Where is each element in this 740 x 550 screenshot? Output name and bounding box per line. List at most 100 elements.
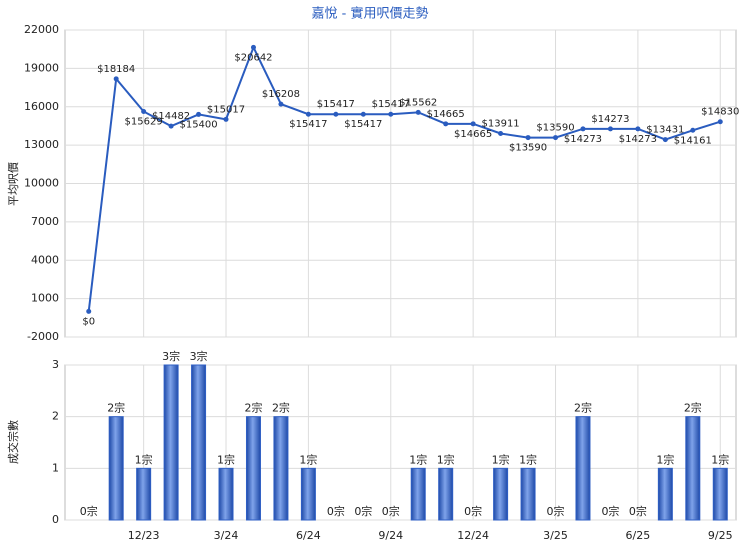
point <box>717 119 723 125</box>
bar <box>657 467 673 521</box>
data-label: 0宗 <box>601 504 619 518</box>
data-label: 1宗 <box>437 452 455 466</box>
data-label: 0宗 <box>80 504 98 518</box>
data-label: 2宗 <box>107 401 125 415</box>
y-axis-title: 成交宗數 <box>6 420 20 464</box>
x-tick-label: 3/25 <box>543 529 568 542</box>
point <box>196 111 202 117</box>
data-label: $20642 <box>234 52 272 63</box>
data-label: 1宗 <box>135 452 153 466</box>
x-tick-label: 9/25 <box>708 529 733 542</box>
data-label: $13911 <box>482 118 520 129</box>
bar <box>108 416 124 521</box>
data-label: $15629 <box>125 116 163 127</box>
y-tick-label: 13000 <box>24 138 59 151</box>
data-label: 0宗 <box>327 504 345 518</box>
x-tick-label: 9/24 <box>378 529 403 542</box>
bar <box>300 467 316 521</box>
bar <box>163 364 179 521</box>
bar <box>136 467 152 521</box>
point <box>223 116 229 122</box>
line <box>87 44 721 312</box>
bar <box>410 467 426 521</box>
y-axis-title: 平均呎價 <box>6 162 20 206</box>
bar <box>245 416 261 521</box>
data-label: $14482 <box>152 111 190 122</box>
data-label: $13431 <box>646 125 684 136</box>
data-label: $14665 <box>454 129 492 140</box>
x-tick-label: 12/23 <box>128 529 160 542</box>
bar <box>575 416 591 521</box>
data-label: $15562 <box>399 97 437 108</box>
point <box>498 130 504 136</box>
data-label: 2宗 <box>272 401 290 415</box>
data-label: $18184 <box>97 64 135 75</box>
bar <box>685 416 701 521</box>
data-label: 1宗 <box>656 452 674 466</box>
point <box>690 127 696 133</box>
point <box>388 111 394 117</box>
x-tick-label: 6/25 <box>626 529 651 542</box>
data-label: 0宗 <box>547 504 565 518</box>
point <box>607 126 613 132</box>
data-label: $14273 <box>619 134 657 145</box>
data-label: 1宗 <box>409 452 427 466</box>
data-label: 1宗 <box>299 452 317 466</box>
data-label: 0宗 <box>354 504 372 518</box>
point <box>470 121 476 127</box>
bar <box>520 467 536 521</box>
data-label: 3宗 <box>190 349 208 363</box>
point <box>443 121 449 127</box>
point <box>635 126 641 132</box>
data-label: 2宗 <box>574 401 592 415</box>
data-label: $13590 <box>509 143 547 154</box>
bar <box>712 467 728 521</box>
data-label: 1宗 <box>519 452 537 466</box>
y-tick-label: 19000 <box>24 61 59 74</box>
point <box>250 44 256 50</box>
y-tick-label: 4000 <box>31 253 59 266</box>
data-label: $15417 <box>289 119 327 130</box>
point <box>580 126 586 132</box>
x-tick-label: 6/24 <box>296 529 321 542</box>
y-tick-label: 7000 <box>31 215 59 228</box>
point <box>662 137 668 143</box>
data-label: $14273 <box>591 114 629 125</box>
y-tick-label: 16000 <box>24 100 59 113</box>
point <box>168 123 174 129</box>
y-tick-label: -2000 <box>27 330 59 343</box>
data-label: 2宗 <box>684 401 702 415</box>
data-label: 0宗 <box>464 504 482 518</box>
data-label: $15017 <box>207 104 245 115</box>
data-label: $15417 <box>344 119 382 130</box>
data-label: $15417 <box>372 99 410 110</box>
point <box>333 111 339 117</box>
x-tick-label: 3/24 <box>214 529 239 542</box>
point <box>415 109 421 115</box>
y-tick-label: 1000 <box>31 292 59 305</box>
data-label: 1宗 <box>711 452 729 466</box>
data-label: $0 <box>82 316 95 327</box>
data-label: $16208 <box>262 89 300 100</box>
x-tick-label: 12/24 <box>457 529 489 542</box>
data-label: 1宗 <box>492 452 510 466</box>
data-label: $13590 <box>536 123 574 134</box>
point <box>305 111 311 117</box>
y-tick-label: 3 <box>52 358 59 371</box>
bar <box>438 467 454 521</box>
y-tick-label: 10000 <box>24 177 59 190</box>
data-label: $15417 <box>317 99 355 110</box>
bar <box>493 467 509 521</box>
data-label: $14273 <box>564 134 602 145</box>
data-label: 0宗 <box>382 504 400 518</box>
bar <box>218 467 234 521</box>
y-tick-label: 22000 <box>24 23 59 36</box>
y-tick-label: 1 <box>52 461 59 474</box>
y-tick-label: 2 <box>52 410 59 423</box>
data-label: $14830 <box>701 107 739 118</box>
data-label: 2宗 <box>244 401 262 415</box>
data-label: 0宗 <box>629 504 647 518</box>
point <box>525 135 531 141</box>
chart-title: 嘉悅 - 實用呎價走勢 <box>312 6 429 22</box>
